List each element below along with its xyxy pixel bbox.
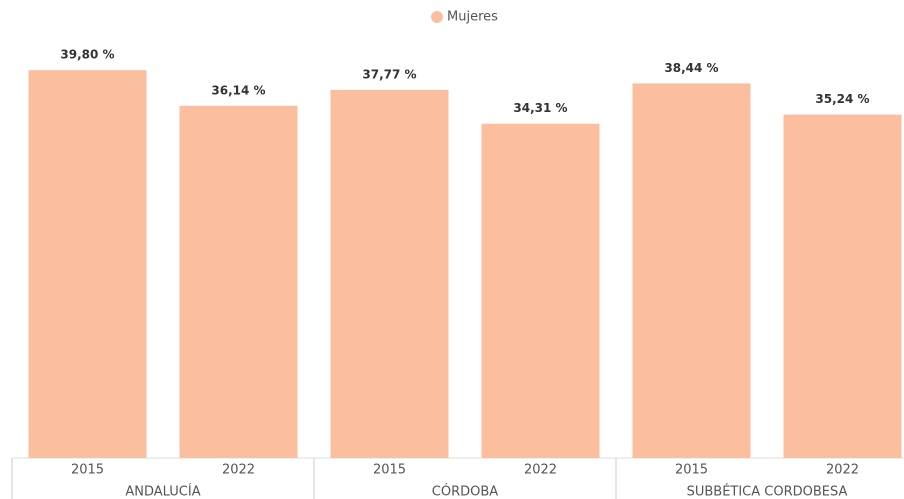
x-tick-label: 2015 (71, 463, 104, 478)
x-tick-label: 2015 (675, 463, 708, 478)
group-label: ANDALUCÍA (125, 484, 200, 499)
x-tick-label: 2015 (373, 463, 406, 478)
legend: Mujeres (431, 10, 498, 25)
bar (632, 83, 751, 459)
bar (28, 70, 147, 458)
bar (179, 105, 298, 458)
value-label: 35,24 % (815, 92, 869, 106)
bar (783, 114, 902, 459)
group-label: CÓRDOBA (432, 484, 499, 499)
value-label: 37,77 % (362, 67, 416, 81)
value-label: 36,14 % (211, 83, 265, 97)
legend-label: Mujeres (447, 10, 498, 25)
value-label: 39,80 % (60, 48, 114, 62)
bar (481, 123, 600, 458)
x-tick-label: 2022 (222, 463, 255, 478)
x-tick-label: 2022 (524, 463, 557, 478)
value-label: 38,44 % (664, 61, 718, 75)
legend-swatch (431, 11, 443, 23)
value-label: 34,31 % (513, 101, 567, 115)
group-label: SUBBÉTICA CORDOBESA (687, 484, 848, 499)
bar (330, 89, 449, 458)
x-tick-label: 2022 (826, 463, 859, 478)
